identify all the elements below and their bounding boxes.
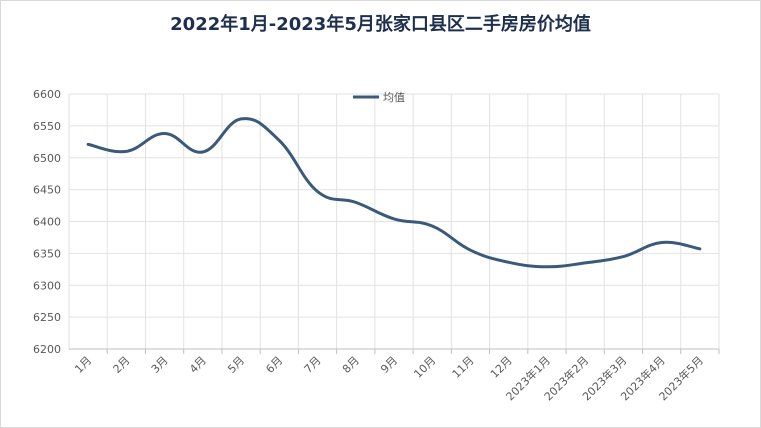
x-tick-label: 8月 [340, 354, 362, 376]
y-tick-label: 6350 [33, 247, 61, 260]
y-tick-label: 6300 [33, 279, 61, 292]
x-tick-label: 3月 [149, 354, 171, 376]
x-tick-label: 10月 [411, 354, 438, 381]
x-tick-label: 2月 [111, 354, 133, 376]
series-line [86, 117, 702, 269]
x-tick-label: 9月 [378, 354, 400, 376]
legend: 均值 [353, 91, 405, 104]
x-tick-label: 1月 [72, 354, 94, 376]
y-tick-label: 6550 [33, 120, 61, 133]
x-tick-label: 12月 [488, 354, 515, 381]
series-layer [86, 117, 702, 269]
y-tick-label: 6250 [33, 311, 61, 324]
y-axis: 6200 6250 6300 6350 6400 6450 6500 6550 6600 [33, 88, 61, 356]
x-tick-label: 7月 [302, 354, 324, 376]
x-tick-label: 5月 [225, 354, 247, 376]
legend-label: 均值 [383, 91, 405, 104]
chart-title: 2022年1月-2023年5月张家口县区二手房房价均值 [170, 14, 591, 35]
y-tick-label: 6600 [33, 88, 61, 101]
x-axis: 1月 2月 3月 4月 5月 6月 7月 8月 9月 10月 11月 12月2023年1月2023年2… [69, 348, 720, 403]
x-tick-label: 11月 [450, 354, 477, 381]
x-tick-label: 4月 [187, 354, 209, 376]
y-tick-label: 6400 [33, 216, 61, 229]
y-tick-label: 6500 [33, 152, 61, 165]
y-tick-label: 6200 [33, 343, 61, 356]
x-tick-label: 6月 [263, 354, 285, 376]
y-tick-label: 6450 [33, 184, 61, 197]
